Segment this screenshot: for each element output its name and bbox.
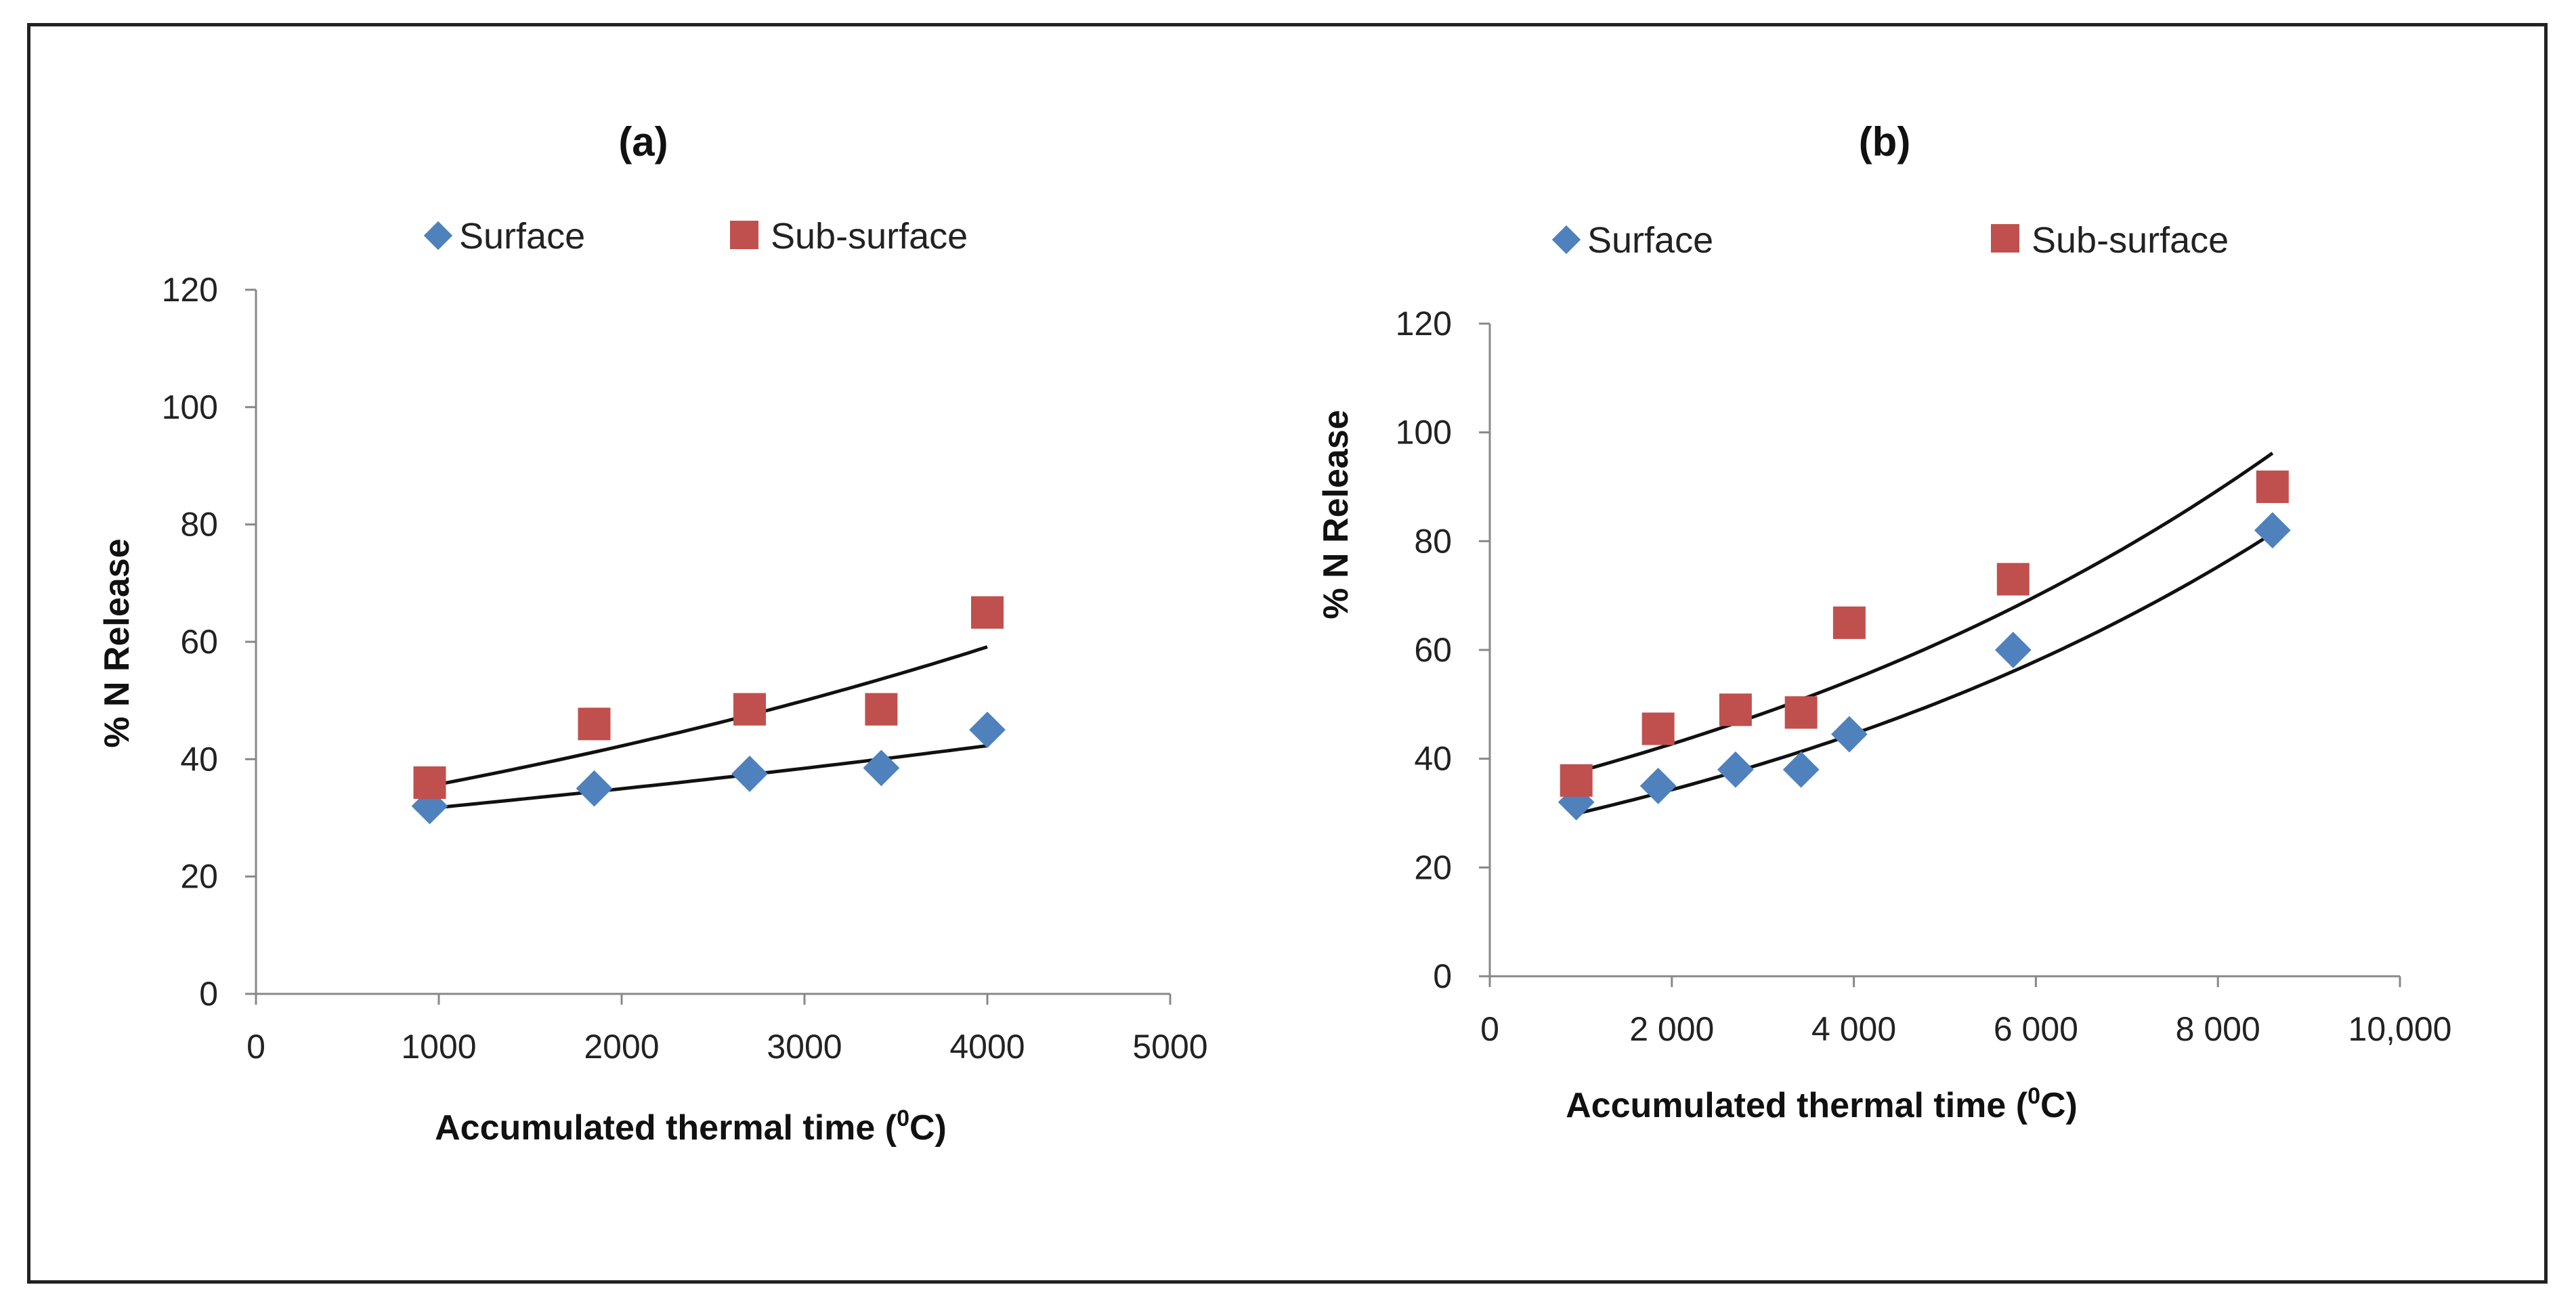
chart-a-y-tick-label: 60 <box>180 623 218 661</box>
chart-a-legend: Surface Sub-surface <box>423 216 968 257</box>
chart-b-y-tick-label: 100 <box>1396 414 1452 452</box>
chart-a-trendlines <box>429 645 988 810</box>
chart-b-title: (b) <box>1859 119 1911 165</box>
chart-b-point-subsurface <box>1641 712 1675 745</box>
chart-a-y-tick-label: 20 <box>180 858 218 896</box>
chart-b-legend-surface-label: Surface <box>1587 220 1713 261</box>
chart-a-legend-surface-marker <box>423 221 453 250</box>
chart-b-legend-subsurface-marker <box>1991 224 2019 253</box>
chart-b-y-tick-label: 0 <box>1433 957 1452 995</box>
chart-b-x-tick-label: 6 000 <box>1994 1010 2078 1048</box>
chart-a-svg: (a) Surface Sub-surface 020406080100120 … <box>98 119 1208 1148</box>
chart-b-y-tick-label: 40 <box>1414 740 1452 778</box>
figure-frame <box>27 23 2548 1284</box>
chart-b-y-tick-label: 80 <box>1414 522 1452 560</box>
chart-a-point-subsurface <box>578 707 611 741</box>
chart-a-x-tick-label: 4000 <box>949 1028 1025 1066</box>
chart-b-point-subsurface <box>1996 563 2030 596</box>
chart-a-x-tick-label: 1000 <box>401 1028 476 1066</box>
chart-panel-a: (a) Surface Sub-surface 0 20 40 60 80 100 120 … <box>0 0 1287 1308</box>
chart-b-legend-surface-marker <box>1551 225 1581 255</box>
chart-panel-b: (b) Surface Sub-surface 0 20 40 60 80 100 120 … <box>1287 0 2576 1308</box>
chart-b-y-tick-label: 120 <box>1396 305 1452 343</box>
chart-a-x-tick-label: 2000 <box>584 1028 659 1066</box>
chart-a-y-tick-label: 40 <box>180 740 218 778</box>
chart-a-points <box>411 596 1006 825</box>
chart-a-y-axis-label: % N Release <box>98 538 137 747</box>
chart-b-x-tick-label: 4 000 <box>1811 1010 1896 1048</box>
chart-a-y-tick-label: 100 <box>162 388 218 426</box>
chart-a-x-tick-label: 3000 <box>767 1028 842 1066</box>
chart-a-trendline-surface <box>429 744 988 810</box>
chart-a-point-surface <box>969 712 1006 748</box>
chart-a-y-tick-label: 120 <box>162 271 218 309</box>
chart-a-x-tick-label: 0 <box>246 1028 265 1066</box>
chart-b-point-surface <box>1717 751 1754 788</box>
chart-b-x-tick-label: 8 000 <box>2176 1010 2260 1048</box>
chart-b-point-subsurface <box>2256 471 2289 503</box>
chart-b-x-tick-label: 0 <box>1480 1010 1499 1048</box>
chart-b-point-subsurface <box>1784 696 1818 729</box>
chart-b-trendline-subsurface <box>1576 452 2274 774</box>
chart-a-point-surface <box>576 770 613 807</box>
chart-a-x-axis: 0 1000 2000 3000 4000 5000 <box>246 993 1208 1066</box>
chart-b-x-axis-label: Accumulated thermal time (0C) <box>1566 1083 2078 1125</box>
chart-a-point-subsurface <box>865 693 898 726</box>
chart-a-point-surface <box>731 756 768 792</box>
chart-a-point-subsurface <box>413 766 446 799</box>
chart-a-legend-surface-label: Surface <box>459 216 585 257</box>
chart-a-x-tick-label: 5000 <box>1132 1028 1207 1066</box>
chart-b-trendline-surface <box>1576 531 2274 816</box>
chart-b-x-tick-label: 10,000 <box>2348 1010 2452 1048</box>
chart-b-y-tick-label: 20 <box>1414 848 1452 886</box>
chart-b-trendlines <box>1576 452 2274 816</box>
chart-b-point-surface <box>1994 632 2032 668</box>
chart-b-point-subsurface <box>1719 693 1752 726</box>
chart-b-legend: Surface Sub-surface <box>1551 220 2229 261</box>
chart-b-point-surface <box>1831 716 1868 753</box>
chart-b-y-axis: 0 20 40 60 80 100 120 <box>1396 305 1491 995</box>
chart-a-point-subsurface <box>971 596 1004 629</box>
chart-b-point-surface <box>2254 512 2291 549</box>
chart-b-y-tick-label: 60 <box>1414 631 1452 669</box>
chart-a-point-surface <box>863 749 900 787</box>
chart-b-point-subsurface <box>1560 764 1593 797</box>
chart-a-point-subsurface <box>733 693 766 726</box>
chart-b-svg: (b) Surface Sub-surface 020406080100120 … <box>1316 119 2452 1125</box>
chart-a-y-tick-label: 80 <box>180 506 218 544</box>
chart-a-title: (a) <box>618 119 668 165</box>
chart-b-x-axis: 0 2 000 4 000 6 000 8 000 10,000 <box>1480 975 2452 1048</box>
chart-a-legend-subsurface-label: Sub-surface <box>771 216 968 257</box>
chart-a-y-axis: 0 20 40 60 80 100 120 <box>162 271 257 1013</box>
chart-b-point-subsurface <box>1832 606 1866 639</box>
chart-a-legend-subsurface-marker <box>730 221 758 249</box>
chart-b-legend-subsurface-label: Sub-surface <box>2032 220 2229 261</box>
chart-b-point-surface <box>1639 767 1677 804</box>
chart-b-x-tick-label: 2 000 <box>1629 1010 1714 1048</box>
chart-b-y-axis-label: % N Release <box>1316 410 1356 619</box>
chart-a-y-tick-label: 0 <box>199 975 218 1013</box>
chart-a-x-axis-label: Accumulated thermal time (0C) <box>435 1106 947 1148</box>
chart-a-trendline-subsurface <box>429 645 988 788</box>
chart-b-points <box>1558 471 2291 821</box>
